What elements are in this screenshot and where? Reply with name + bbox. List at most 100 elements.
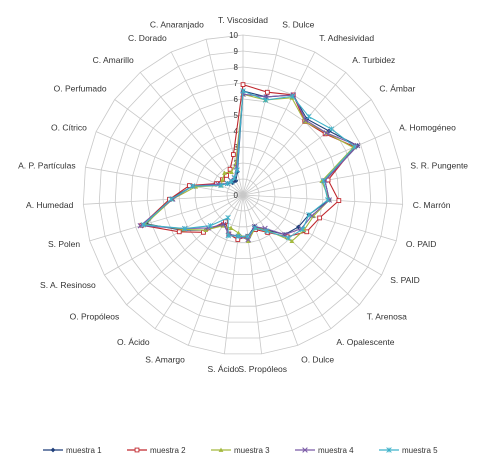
tick-label: 0 [234, 191, 239, 200]
axis-label: O. Propóleos [70, 312, 120, 322]
legend-item: muestra 1 [43, 446, 102, 455]
grid-ring-1 [226, 178, 260, 212]
data-point [299, 226, 306, 233]
legend-marker [218, 447, 224, 452]
axis-label: C. Amarillo [93, 55, 134, 65]
data-point [306, 113, 312, 120]
grid-ring-3 [194, 146, 292, 244]
data-point [328, 126, 335, 132]
axis-label: S. Polen [48, 239, 80, 249]
data-point [240, 82, 246, 87]
series-1 [144, 88, 360, 239]
data-point [245, 233, 251, 240]
data-point [218, 182, 224, 189]
data-point [220, 177, 225, 182]
grid-spoke-20 [83, 194, 244, 205]
grid-spoke-9 [242, 194, 382, 276]
series-2 [139, 82, 358, 242]
legend-marker [386, 447, 392, 453]
data-point [296, 224, 301, 230]
axis-label: C. Ámbar [379, 84, 415, 94]
axis-label: A. P. Partículas [18, 161, 75, 171]
legend-marker [302, 447, 308, 453]
data-point [336, 198, 342, 203]
data-point [182, 225, 188, 232]
data-point [144, 221, 149, 227]
legend-marker [134, 447, 140, 453]
grid-ring-6 [146, 98, 340, 291]
data-point [252, 225, 258, 231]
data-point [240, 88, 246, 94]
data-point [168, 196, 174, 202]
axis-label: S. Dulce [282, 20, 314, 30]
data-point [234, 167, 240, 173]
legend-item: muestra 4 [295, 446, 354, 455]
data-point [228, 225, 234, 230]
grid-spoke-21 [85, 166, 244, 196]
data-point [140, 222, 147, 228]
grid-spoke-7 [242, 194, 403, 205]
legend-label: muestra 4 [318, 446, 354, 455]
tick-label: 10 [229, 31, 238, 40]
grid-spoke-18 [104, 194, 244, 276]
tick-label: 8 [234, 63, 239, 72]
axis-label: C. Dorado [128, 33, 167, 43]
tick-label: 9 [234, 47, 239, 56]
axis-label: S. PAID [390, 275, 420, 285]
axis-label: A. Humedad [26, 200, 74, 210]
series-line [143, 93, 355, 242]
grid-spoke-13 [242, 194, 262, 354]
series-line [142, 90, 356, 239]
series-4 [137, 91, 361, 243]
data-point [289, 93, 296, 100]
series-lines [137, 82, 361, 244]
data-point [189, 183, 196, 189]
grid-spoke-5 [242, 131, 391, 196]
grid-spoke-19 [89, 194, 244, 242]
grid-ring-9 [98, 50, 388, 339]
tick-label: 3 [234, 143, 239, 152]
axis-label: A. Turbidez [352, 55, 395, 65]
data-point [263, 94, 269, 100]
data-point [245, 238, 251, 244]
radar-grid [82, 34, 404, 355]
data-point [137, 222, 144, 229]
axis-label: O. PAID [406, 239, 437, 249]
grid-ring-5 [162, 114, 324, 275]
data-point [236, 230, 241, 236]
grid-spoke-15 [187, 194, 244, 346]
legend: muestra 1 muestra 2 muestra 3 muestra 4 mues… [43, 446, 438, 455]
legend-item: muestra 3 [211, 446, 270, 455]
axis-label: T. Arenosa [367, 312, 407, 322]
data-point [324, 197, 331, 203]
data-point [224, 180, 231, 187]
legend-item: muestra 5 [379, 446, 438, 455]
data-point [225, 215, 231, 221]
data-point [317, 215, 323, 221]
data-point [224, 173, 229, 178]
grid-spoke-3 [242, 72, 347, 196]
data-point [222, 170, 227, 175]
data-point [207, 223, 214, 229]
data-point [306, 212, 312, 218]
data-point [320, 178, 327, 184]
axis-label: S. A. Resinoso [40, 280, 96, 290]
data-point [176, 229, 182, 235]
axis-label: C. Anaranjado [150, 20, 204, 30]
axis-label: S. Propóleos [238, 364, 287, 374]
grid-ring-10 [82, 34, 404, 355]
grid-spoke-4 [242, 99, 372, 196]
grid-ring-8 [114, 66, 372, 323]
legend-item: muestra 2 [127, 446, 186, 455]
grid-spoke-12 [242, 194, 299, 346]
grid-ring-4 [178, 130, 308, 260]
grid-spoke-14 [224, 194, 244, 354]
tick-label: 5 [234, 111, 239, 120]
data-point [225, 232, 231, 239]
data-point [264, 89, 270, 95]
data-point [311, 213, 316, 219]
axis-label: A. Homogéneo [399, 123, 456, 133]
legend-marker [50, 447, 56, 453]
data-point [220, 221, 227, 228]
